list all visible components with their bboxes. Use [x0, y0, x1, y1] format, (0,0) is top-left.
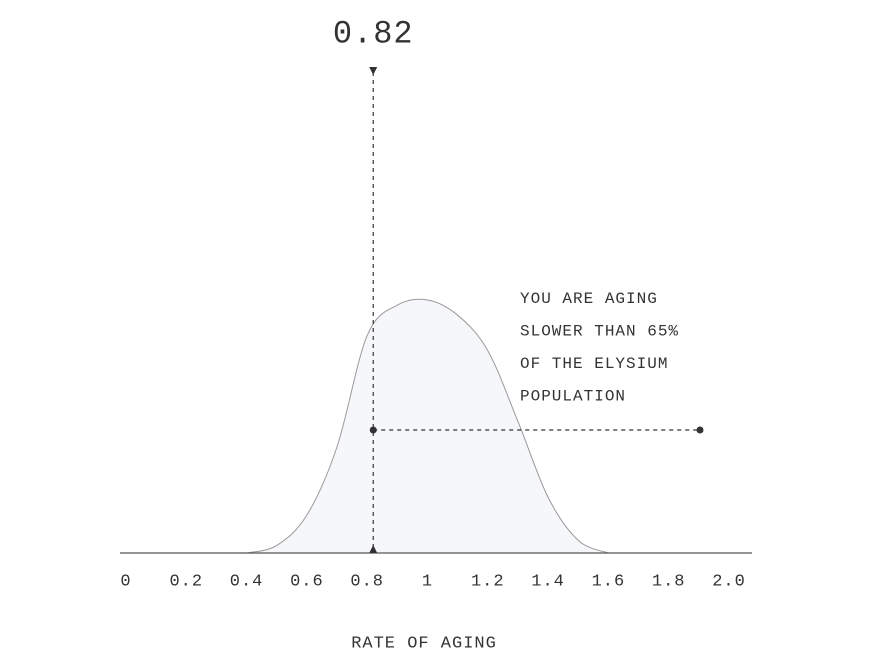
x-tick-label: 0.6	[290, 572, 324, 591]
x-tick-label: 0	[120, 572, 131, 591]
x-tick-label: 0.4	[230, 572, 264, 591]
annotation-line: YOU ARE AGING	[520, 290, 658, 308]
annotation-line: OF THE ELYSIUM	[520, 355, 668, 373]
x-tick-label: 2.0	[712, 572, 746, 591]
distribution-area	[246, 298, 609, 554]
x-tick-label: 1.4	[531, 572, 565, 591]
x-tick-label: 1	[422, 572, 433, 591]
marker-arrow-top	[369, 67, 378, 75]
marker-arrow-bottom	[369, 545, 378, 553]
x-tick-label: 1.2	[471, 572, 505, 591]
x-axis-label: RATE OF AGING	[351, 634, 497, 653]
annotation-line: SLOWER THAN 65%	[520, 323, 679, 341]
pointer-dot	[696, 426, 704, 434]
x-tick-label: 1.8	[652, 572, 686, 591]
x-tick-label: 0.2	[169, 572, 203, 591]
x-tick-label: 0.8	[350, 572, 384, 591]
x-tick-label: 1.6	[592, 572, 626, 591]
marker-value: 0.82	[333, 15, 414, 52]
pointer-dot	[369, 426, 377, 434]
annotation-line: POPULATION	[520, 388, 626, 406]
